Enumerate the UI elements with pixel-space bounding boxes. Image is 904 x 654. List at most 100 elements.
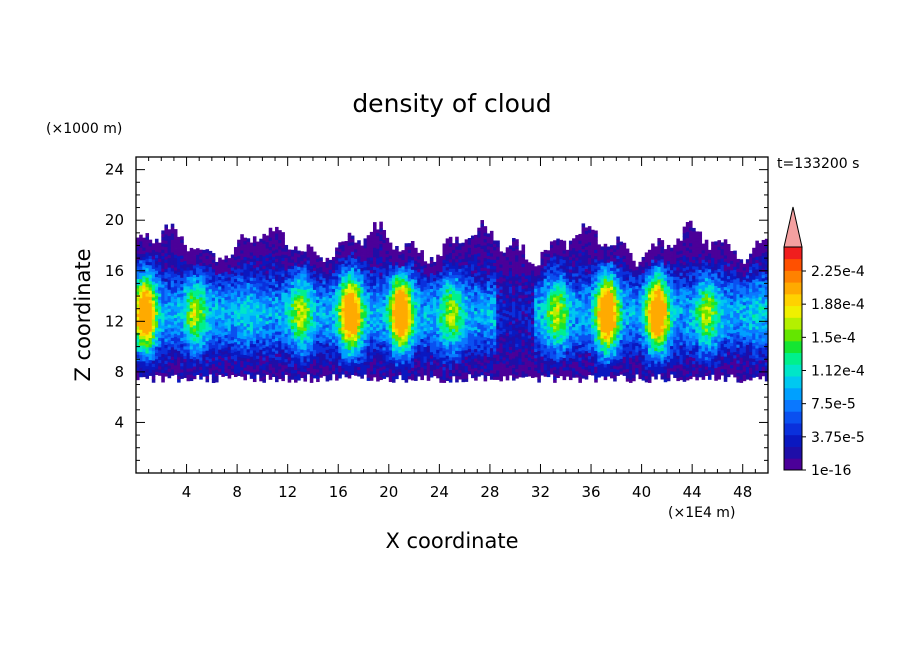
density-cell	[429, 269, 434, 274]
density-cell	[284, 279, 289, 284]
density-cell	[306, 307, 311, 312]
density-cell	[208, 288, 213, 293]
density-cell	[445, 339, 450, 344]
density-cell	[196, 330, 200, 334]
density-cell	[448, 325, 453, 329]
density-cell	[224, 299, 229, 304]
density-cell	[489, 373, 494, 377]
density-cell	[249, 315, 254, 319]
density-cell	[366, 317, 371, 321]
density-cell	[455, 337, 459, 342]
density-cell	[379, 313, 383, 317]
density-cell	[414, 355, 418, 359]
density-cell	[151, 360, 156, 364]
density-cell	[192, 353, 197, 358]
density-cell	[294, 246, 298, 250]
density-cell	[290, 306, 295, 311]
density-cell	[369, 355, 374, 359]
density-cell	[467, 323, 472, 327]
density-cell	[275, 226, 279, 231]
density-cell	[477, 360, 481, 364]
density-cell	[196, 324, 200, 328]
density-cell	[218, 282, 222, 287]
density-cell	[278, 324, 282, 329]
density-cell	[268, 354, 273, 358]
density-cell	[281, 358, 285, 363]
density-cell	[196, 267, 200, 271]
density-cell	[215, 268, 219, 272]
density-cell	[180, 331, 184, 335]
density-cell	[489, 268, 494, 273]
density-cell	[233, 322, 238, 327]
density-cell	[347, 327, 352, 332]
density-cell	[224, 366, 229, 370]
density-cell	[360, 321, 364, 325]
density-cell	[404, 353, 409, 358]
density-cell	[224, 255, 229, 260]
density-cell	[303, 264, 308, 268]
density-cell	[161, 363, 165, 367]
density-cell	[158, 350, 162, 354]
density-cell	[385, 316, 390, 321]
density-cell	[256, 298, 260, 303]
density-cell	[211, 303, 216, 308]
density-cell	[290, 373, 295, 377]
density-cell	[230, 349, 235, 353]
density-cell	[455, 280, 459, 285]
density-cell	[388, 312, 393, 316]
density-cell	[407, 309, 412, 314]
density-cell	[233, 310, 238, 314]
density-cell	[474, 294, 478, 299]
density-cell	[499, 254, 503, 259]
density-cell	[151, 338, 156, 342]
density-cell	[404, 375, 409, 380]
density-cell	[417, 341, 421, 345]
density-cell	[148, 252, 153, 256]
density-cell	[467, 367, 472, 372]
density-cell	[268, 240, 273, 244]
density-cell	[455, 321, 459, 326]
density-cell	[275, 334, 279, 338]
density-cell	[354, 293, 358, 297]
density-cell	[376, 336, 380, 341]
density-cell	[407, 341, 412, 345]
density-cell	[256, 263, 260, 268]
density-cell	[202, 297, 206, 301]
density-cell	[458, 331, 462, 336]
density-cell	[208, 285, 213, 290]
density-cell	[246, 260, 251, 264]
density-cell	[391, 306, 396, 311]
density-cell	[199, 281, 203, 285]
density-cell	[192, 274, 197, 279]
density-cell	[461, 340, 466, 345]
density-cell	[420, 300, 424, 305]
density-cell	[493, 249, 497, 254]
density-cell	[350, 352, 355, 357]
density-cell	[486, 356, 491, 361]
density-cell	[287, 319, 292, 323]
density-cell	[268, 275, 273, 279]
density-cell	[306, 244, 311, 248]
density-cell	[445, 244, 450, 249]
density-cell	[442, 246, 447, 251]
density-cell	[173, 364, 178, 369]
density-cell	[496, 376, 500, 380]
density-cell	[477, 262, 481, 267]
density-cell	[154, 301, 159, 306]
density-cell	[161, 277, 165, 282]
density-cell	[388, 283, 393, 288]
density-cell	[154, 292, 159, 297]
density-cell	[414, 247, 418, 252]
density-cell	[338, 267, 342, 272]
density-cell	[347, 276, 352, 281]
density-cell	[477, 243, 481, 248]
density-cell	[224, 280, 229, 285]
density-cell	[148, 356, 153, 361]
density-cell	[243, 326, 247, 330]
density-cell	[341, 326, 345, 331]
density-cell	[483, 267, 488, 271]
density-cell	[436, 276, 440, 281]
density-cell	[192, 277, 197, 282]
density-cell	[354, 261, 358, 266]
density-cell	[388, 327, 393, 332]
